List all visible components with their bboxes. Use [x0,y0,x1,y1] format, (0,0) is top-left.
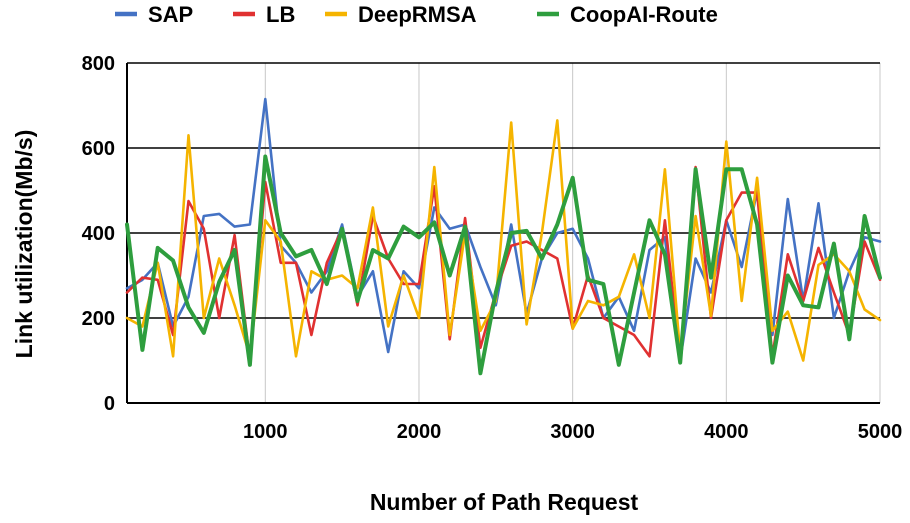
tick-labels: 0 200 400 600 800 1000 2000 3000 4000 5000 [82,53,903,443]
legend-label: CoopAI-Route [570,2,718,27]
legend: SAP LB DeepRMSA CoopAI-Route [115,2,718,27]
x-tick-label: 5000 [858,421,903,443]
y-axis-title: Link utilization(Mb/s) [11,130,37,359]
series-line-coopai-route [125,154,882,376]
x-tick-label: 4000 [704,421,749,443]
x-tick-label: 3000 [550,421,595,443]
y-tick-label: 200 [82,308,115,330]
grid [127,62,881,403]
x-tick-label: 1000 [243,421,288,443]
y-tick-label: 0 [104,393,115,415]
y-tick-label: 600 [82,138,115,160]
x-tick-label: 2000 [397,421,442,443]
legend-label: DeepRMSA [358,2,477,27]
y-tick-label: 400 [82,223,115,245]
legend-label: LB [266,2,295,27]
legend-label: SAP [148,2,193,27]
x-axis-title: Number of Path Request [370,489,639,515]
series-layer [125,97,882,376]
y-tick-label: 800 [82,53,115,75]
